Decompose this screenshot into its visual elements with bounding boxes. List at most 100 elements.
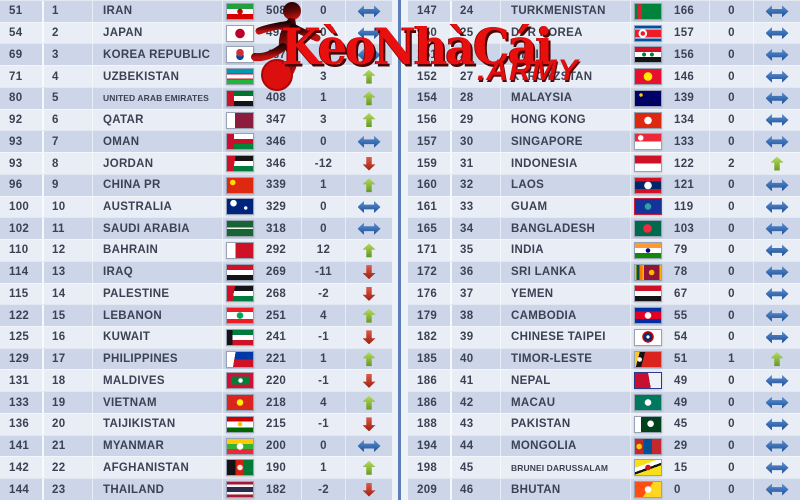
ranking-row: 198 45 BRUNEI DARUSSALAM 15 0 — [408, 456, 800, 479]
points: 45 — [664, 413, 710, 435]
world-rank: 122 — [0, 305, 44, 327]
country-flag-icon — [223, 349, 256, 370]
country-name: DPR KOREA — [501, 22, 631, 44]
confederation-rank: 20 — [44, 413, 93, 435]
world-rank: 172 — [408, 261, 452, 283]
world-rank: 147 — [408, 1, 452, 22]
ranking-row: 133 19 VIETNAM 218 4 — [0, 391, 392, 413]
ranking-row: 71 4 UZBEKISTAN 414 3 — [0, 65, 392, 87]
country-flag-icon — [631, 414, 664, 435]
confederation-rank: 41 — [452, 370, 501, 392]
points: 49 — [664, 392, 710, 413]
confederation-rank: 15 — [44, 305, 93, 327]
ranking-row: 156 29 HONG KONG 134 0 — [408, 108, 800, 131]
world-rank: 114 — [0, 261, 44, 283]
ranking-row: 179 38 CAMBODIA 55 0 — [408, 304, 800, 327]
points: 292 — [256, 240, 302, 261]
country-flag-icon — [631, 1, 664, 22]
ranking-row: 194 44 MONGOLIA 29 0 — [408, 434, 800, 457]
rank-change: -11 — [302, 261, 346, 283]
country-name: VIETNAM — [93, 392, 223, 413]
country-flag-icon — [223, 44, 256, 65]
ranking-row: 188 43 PAKISTAN 45 0 — [408, 412, 800, 435]
points: 493 — [256, 22, 302, 44]
world-rank: 176 — [408, 283, 452, 305]
country-name: BRUNEI DARUSSALAM — [501, 457, 631, 479]
world-rank: 152 — [408, 66, 452, 87]
country-flag-icon — [223, 66, 256, 87]
points: 156 — [664, 44, 710, 66]
points: 133 — [664, 131, 710, 153]
country-name: MACAU — [501, 392, 631, 413]
confederation-rank: 10 — [44, 196, 93, 218]
country-flag-icon — [631, 197, 664, 218]
country-flag-icon — [223, 414, 256, 435]
world-rank: 198 — [408, 457, 452, 479]
ranking-row: 129 17 PHILIPPINES 221 1 — [0, 347, 392, 370]
country-name: LAOS — [501, 174, 631, 196]
trend-arrow-icon — [346, 66, 392, 87]
country-flag-icon — [223, 327, 256, 348]
country-flag-icon — [223, 1, 256, 22]
trend-arrow-icon — [754, 436, 800, 457]
world-rank: 96 — [0, 174, 44, 196]
country-name: IRAN — [93, 1, 223, 22]
country-name: PALESTINE — [93, 283, 223, 305]
ranking-row: 110 12 BAHRAIN 292 12 — [0, 239, 392, 261]
ranking-row: 182 39 CHINESE TAIPEI 54 0 — [408, 326, 800, 348]
ranking-row: 100 10 AUSTRALIA 329 0 — [0, 195, 392, 218]
country-name: KUWAIT — [93, 327, 223, 348]
rank-change: -2 — [302, 283, 346, 305]
country-flag-icon — [223, 392, 256, 413]
trend-arrow-icon — [754, 349, 800, 370]
country-flag-icon — [631, 218, 664, 239]
rank-change: 0 — [710, 240, 754, 261]
confederation-rank: 26 — [452, 44, 501, 66]
confederation-rank: 1 — [44, 1, 93, 22]
country-name: INDONESIA — [501, 153, 631, 174]
country-flag-icon — [631, 175, 664, 196]
trend-arrow-icon — [754, 392, 800, 413]
confederation-rank: 43 — [452, 413, 501, 435]
country-name: BANGLADESH — [501, 218, 631, 240]
trend-arrow-icon — [346, 457, 392, 478]
country-flag-icon — [223, 110, 256, 131]
rank-change: 1 — [302, 174, 346, 196]
confederation-rank: 27 — [452, 66, 501, 87]
rank-change: 0 — [302, 435, 346, 457]
ranking-row: 185 40 TIMOR-LESTE 51 1 — [408, 347, 800, 370]
country-name: NEPAL — [501, 370, 631, 392]
world-rank: 131 — [0, 370, 44, 392]
country-flag-icon — [631, 457, 664, 478]
trend-arrow-icon — [346, 479, 392, 500]
trend-arrow-icon — [346, 218, 392, 239]
country-flag-icon — [223, 131, 256, 152]
ranking-table-left: 51 1 IRAN 508 0 54 2 JAPAN 493 0 69 3 KO… — [0, 0, 392, 500]
country-flag-icon — [223, 197, 256, 218]
points: 347 — [256, 109, 302, 131]
trend-arrow-icon — [754, 327, 800, 348]
trend-arrow-icon — [754, 240, 800, 261]
ranking-row: 154 28 MALAYSIA 139 0 — [408, 86, 800, 109]
rank-change: -1 — [302, 370, 346, 392]
confederation-rank: 35 — [452, 240, 501, 261]
world-rank: 179 — [408, 305, 452, 327]
rank-change: -1 — [302, 327, 346, 348]
points: 251 — [256, 305, 302, 327]
world-rank: 186 — [408, 370, 452, 392]
trend-arrow-icon — [754, 414, 800, 435]
trend-arrow-icon — [346, 1, 392, 22]
ranking-row: 122 15 LEBANON 251 4 — [0, 304, 392, 327]
country-name: OMAN — [93, 131, 223, 153]
world-rank: 209 — [408, 479, 452, 500]
rank-change: 0 — [302, 44, 346, 66]
trend-arrow-icon — [754, 110, 800, 131]
trend-arrow-icon — [346, 414, 392, 435]
trend-arrow-icon — [346, 305, 392, 326]
world-rank: 54 — [0, 22, 44, 44]
confederation-rank: 24 — [452, 1, 501, 22]
rank-change: 0 — [302, 22, 346, 44]
world-rank: 141 — [0, 435, 44, 457]
country-flag-icon — [223, 88, 256, 109]
